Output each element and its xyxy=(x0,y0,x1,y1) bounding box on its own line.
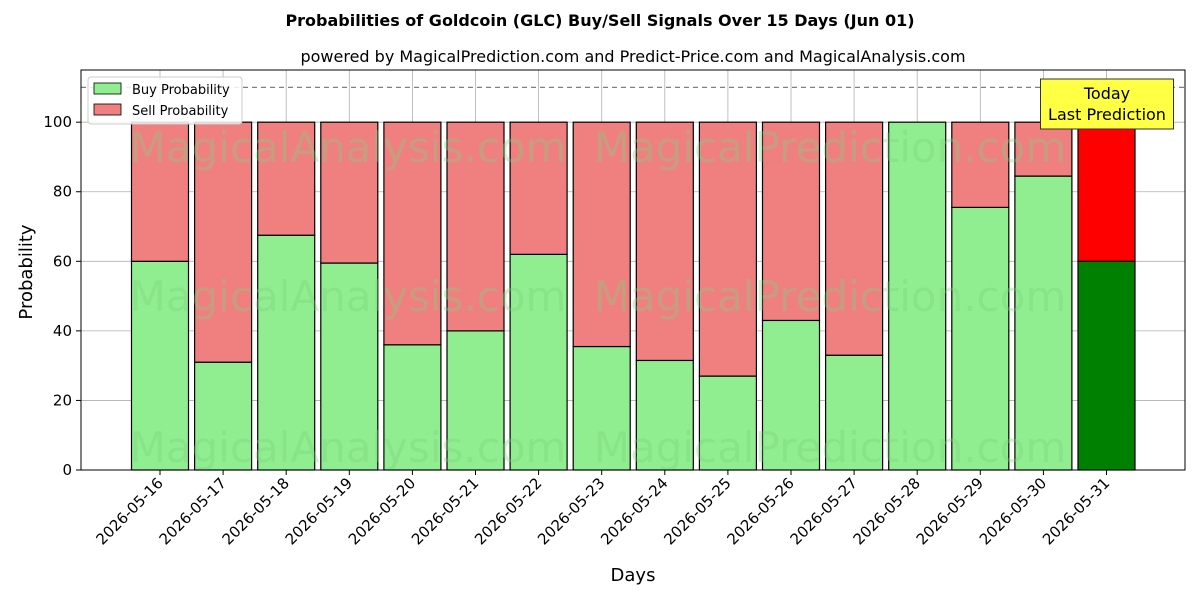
buy-bar xyxy=(509,253,568,471)
x-tick-label: 2026-05-26 xyxy=(723,474,797,548)
buy-bar xyxy=(1077,260,1136,471)
chart-title: Probabilities of Goldcoin (GLC) Buy/Sell… xyxy=(285,11,914,30)
x-tick-label: 2026-05-20 xyxy=(345,474,419,548)
sell-bar xyxy=(761,121,821,322)
legend-swatch xyxy=(93,82,122,95)
annotation-box xyxy=(1040,78,1174,130)
plot-frame xyxy=(80,69,1186,471)
watermark-text: MagicalAnalysis.com xyxy=(130,423,567,472)
x-tick-label: 2026-05-18 xyxy=(219,474,293,548)
sell-bar xyxy=(824,121,884,356)
buy-bar xyxy=(888,121,947,471)
buy-bar xyxy=(635,359,694,471)
buy-bar xyxy=(194,361,253,471)
y-axis-label: Probability xyxy=(16,224,37,319)
buy-bar xyxy=(320,262,379,471)
sell-bar xyxy=(1077,121,1136,262)
y-tick-label: 20 xyxy=(53,391,72,409)
x-tick-label: 2026-05-17 xyxy=(156,474,230,548)
sell-bar xyxy=(951,121,1010,208)
x-tick-label: 2026-05-22 xyxy=(471,474,545,548)
buy-bar xyxy=(572,345,631,471)
watermark-text: MagicalPrediction.com xyxy=(594,123,1067,172)
x-tick-label: 2026-05-27 xyxy=(787,474,861,548)
legend-box xyxy=(87,76,243,125)
y-tick-label: 60 xyxy=(53,252,72,270)
watermark-text: MagicalPrediction.com xyxy=(594,423,1067,472)
chart-subtitle: powered by MagicalPrediction.com and Pre… xyxy=(300,47,965,66)
x-tick-label: 2026-05-23 xyxy=(534,474,608,548)
x-tick-label: 2026-05-30 xyxy=(976,474,1050,548)
x-tick-label: 2026-05-16 xyxy=(92,474,166,548)
sell-bar xyxy=(130,121,190,262)
watermark-text: MagicalPrediction.com xyxy=(594,272,1067,321)
buy-bar xyxy=(698,375,758,471)
x-tick-label: 2026-05-25 xyxy=(660,474,734,548)
today-annotation: Today Last Prediction xyxy=(1040,78,1174,130)
x-tick-label: 2026-05-31 xyxy=(1039,474,1113,548)
watermark-text: MagicalAnalysis.com xyxy=(130,123,567,172)
buy-bar xyxy=(824,354,884,471)
x-tick-label: 2026-05-29 xyxy=(913,474,987,548)
annotation-line: Today xyxy=(1083,84,1130,103)
watermark-text: MagicalAnalysis.com xyxy=(130,272,567,321)
legend-label: Buy Probability xyxy=(132,83,230,98)
x-tick-label: 2026-05-24 xyxy=(597,474,671,548)
buy-bar xyxy=(446,330,505,471)
buy-bar xyxy=(951,206,1010,471)
buy-bar xyxy=(1014,175,1073,471)
annotation-line: Last Prediction xyxy=(1048,105,1166,124)
sell-bar xyxy=(572,121,631,348)
x-tick-label: 2026-05-28 xyxy=(850,474,924,548)
x-tick-label: 2026-05-21 xyxy=(408,474,482,548)
sell-bar xyxy=(320,121,379,264)
y-tick-label: 40 xyxy=(53,322,72,340)
sell-bar xyxy=(698,121,758,377)
y-tick-label: 80 xyxy=(53,183,72,201)
legend-label: Sell Probability xyxy=(132,104,229,119)
legend-swatch xyxy=(93,103,122,116)
watermarks: MagicalAnalysis.com MagicalPrediction.com… xyxy=(130,123,1067,472)
y-tick-label: 0 xyxy=(62,461,72,479)
sell-bar xyxy=(635,121,694,362)
buy-bar xyxy=(383,344,442,471)
sell-bar xyxy=(383,121,442,346)
x-tick-label: 2026-05-19 xyxy=(282,474,356,548)
bars xyxy=(130,121,1136,471)
buy-bar xyxy=(257,234,316,471)
sell-bar xyxy=(257,121,316,236)
y-tick-label: 100 xyxy=(43,113,72,131)
sell-bar xyxy=(446,121,505,332)
legend: Buy Probability Sell Probability xyxy=(87,76,243,125)
buy-bar xyxy=(761,319,821,471)
x-axis-label: Days xyxy=(611,565,656,586)
sell-bar xyxy=(509,121,568,255)
